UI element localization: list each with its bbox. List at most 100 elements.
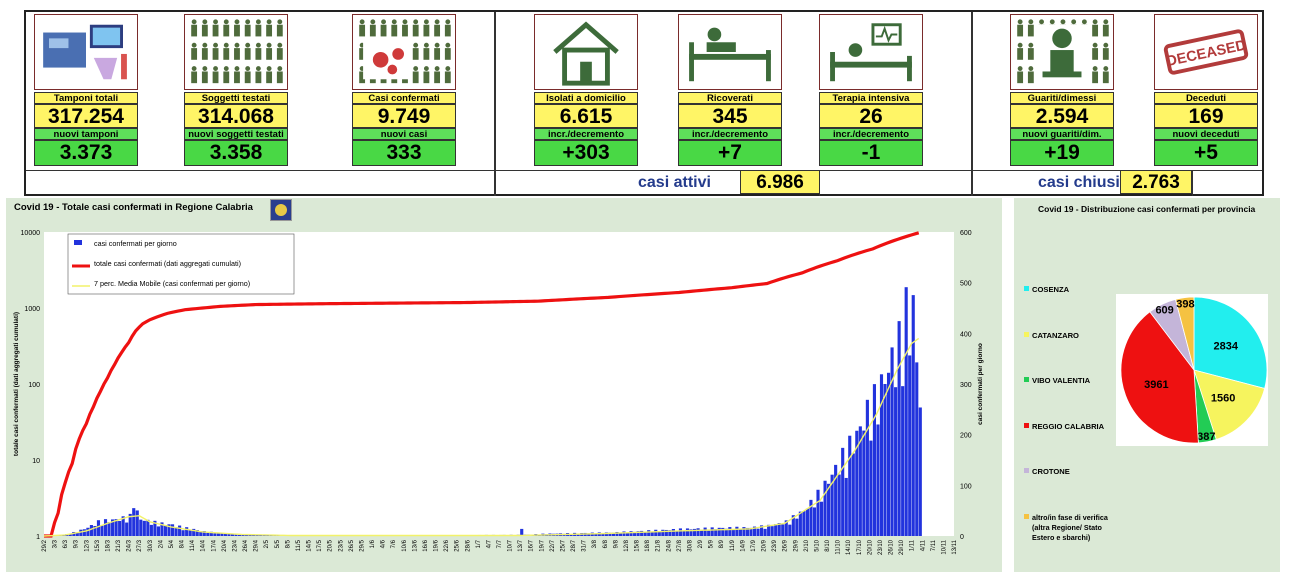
x-tick-label: 20/5 bbox=[328, 539, 334, 551]
cumulative-cases-chart-panel: Covid 19 - Totale casi confermati in Reg… bbox=[6, 198, 1002, 572]
daily-cases-bar bbox=[738, 529, 742, 536]
daily-cases-bar bbox=[163, 525, 168, 536]
card-sub-label: incr./decremento bbox=[534, 128, 638, 140]
daily-cases-bar bbox=[149, 524, 153, 536]
y-left-tick-label: 1000 bbox=[24, 306, 40, 313]
x-tick-label: 3/3 bbox=[53, 539, 59, 548]
x-tick-label: 29/2 bbox=[42, 539, 48, 551]
x-tick-label: 5/10 bbox=[814, 539, 820, 551]
daily-cases-bar bbox=[682, 530, 686, 536]
x-tick-label: 21/3 bbox=[116, 539, 122, 551]
daily-cases-bar bbox=[777, 523, 781, 536]
daily-cases-bar bbox=[111, 519, 115, 536]
x-tick-label: 29/5 bbox=[359, 539, 365, 551]
daily-cases-bar bbox=[107, 522, 111, 536]
active-cases-value: 6.986 bbox=[740, 170, 820, 194]
daily-cases-bar bbox=[858, 426, 862, 536]
daily-cases-bar bbox=[237, 534, 242, 536]
pie-slice bbox=[1193, 296, 1268, 389]
province-distribution-panel: Covid 19 - Distribuzione casi confermati… bbox=[1014, 198, 1280, 572]
daily-cases-bar bbox=[128, 513, 132, 536]
x-tick-label: 1/7 bbox=[476, 539, 482, 548]
daily-cases-bar bbox=[791, 515, 795, 536]
daily-cases-bar bbox=[86, 527, 90, 536]
daily-cases-bar bbox=[654, 529, 658, 536]
x-tick-label: 28/7 bbox=[571, 539, 577, 551]
card-label: Casi confermati bbox=[352, 92, 456, 104]
daily-cases-bar bbox=[707, 530, 711, 536]
daily-cases-bar bbox=[664, 529, 668, 536]
y-right-tick-label: 0 bbox=[960, 534, 964, 541]
daily-cases-bar bbox=[848, 435, 852, 536]
pie-legend-swatch bbox=[1024, 468, 1029, 473]
y-left-tick-label: 100 bbox=[28, 382, 40, 389]
card-label: Tamponi totali bbox=[34, 92, 138, 104]
card-value: 9.749 bbox=[352, 104, 456, 128]
daily-cases-bar bbox=[178, 525, 182, 536]
daily-cases-bar bbox=[93, 525, 97, 536]
x-tick-label: 26/10 bbox=[889, 539, 895, 555]
daily-cases-bar bbox=[700, 529, 704, 536]
x-tick-label: 17/10 bbox=[857, 539, 863, 555]
card-sub-label: incr./decremento bbox=[678, 128, 782, 140]
daily-cases-bar bbox=[121, 516, 125, 536]
daily-cases-bar bbox=[156, 526, 160, 536]
x-tick-label: 8/10 bbox=[825, 539, 831, 551]
daily-cases-bar bbox=[897, 321, 901, 536]
daily-cases-bar bbox=[671, 528, 675, 536]
pie-slice-label: 609 bbox=[1155, 305, 1173, 317]
pie-legend-entry: Estero e sbarchi) bbox=[1032, 533, 1091, 542]
daily-cases-bar bbox=[735, 526, 739, 536]
x-tick-label: 23/4 bbox=[232, 539, 238, 551]
daily-cases-bar bbox=[703, 527, 707, 536]
daily-cases-bar bbox=[633, 531, 637, 536]
cell-divider bbox=[819, 170, 820, 196]
card-sub-label: nuovi casi bbox=[352, 128, 456, 140]
daily-cases-bar bbox=[844, 477, 848, 536]
card-value: 345 bbox=[678, 104, 782, 128]
section-divider bbox=[971, 12, 973, 196]
daily-cases-bar bbox=[774, 524, 778, 536]
daily-cases-bar bbox=[805, 508, 809, 536]
card-value: 314.068 bbox=[184, 104, 288, 128]
y-right-tick-label: 600 bbox=[960, 230, 972, 237]
moving-average-line bbox=[43, 337, 920, 537]
daily-cases-bar bbox=[647, 530, 651, 536]
daily-cases-bar bbox=[657, 531, 661, 536]
daily-cases-bar bbox=[781, 524, 785, 536]
x-tick-label: 26/9 bbox=[783, 539, 789, 551]
daily-cases-bar bbox=[202, 531, 206, 536]
daily-cases-bar bbox=[685, 528, 690, 536]
daily-cases-bar bbox=[724, 528, 728, 536]
x-tick-label: 28/6 bbox=[465, 539, 471, 551]
daily-cases-bar bbox=[146, 519, 150, 536]
x-tick-label: 31/7 bbox=[582, 539, 588, 551]
daily-cases-bar bbox=[195, 530, 199, 536]
virus-people-icon bbox=[352, 14, 456, 90]
daily-cases-bar bbox=[911, 295, 915, 536]
x-tick-label: 27/3 bbox=[137, 539, 143, 551]
people-grid-icon bbox=[184, 14, 288, 90]
x-tick-label: 23/9 bbox=[772, 539, 778, 551]
x-tick-label: 14/10 bbox=[846, 539, 852, 555]
daily-cases-bar bbox=[192, 528, 196, 536]
pie-slice bbox=[1174, 296, 1195, 371]
pie-legend-entry: altro/in fase di verifica bbox=[1032, 513, 1109, 522]
daily-cases-bar bbox=[752, 526, 757, 536]
x-tick-label: 25/7 bbox=[560, 539, 566, 551]
daily-cases-bar bbox=[587, 533, 591, 536]
card-sub-label: nuovi deceduti bbox=[1154, 128, 1258, 140]
x-tick-label: 20/10 bbox=[867, 539, 873, 555]
y-right-tick-label: 500 bbox=[960, 281, 972, 288]
card-sub-label: nuovi tamponi bbox=[34, 128, 138, 140]
daily-cases-bar bbox=[118, 520, 122, 536]
daily-cases-bar bbox=[770, 526, 774, 536]
x-tick-label: 26/5 bbox=[349, 539, 355, 551]
daily-cases-bar bbox=[185, 527, 189, 536]
card-label: Soggetti testati bbox=[184, 92, 288, 104]
x-tick-label: 4/7 bbox=[486, 539, 492, 548]
daily-cases-bar bbox=[608, 532, 612, 536]
pie-legend-entry: VIBO VALENTIA bbox=[1032, 376, 1091, 385]
card-value: 169 bbox=[1154, 104, 1258, 128]
y-left-tick-label: 10000 bbox=[21, 230, 41, 237]
